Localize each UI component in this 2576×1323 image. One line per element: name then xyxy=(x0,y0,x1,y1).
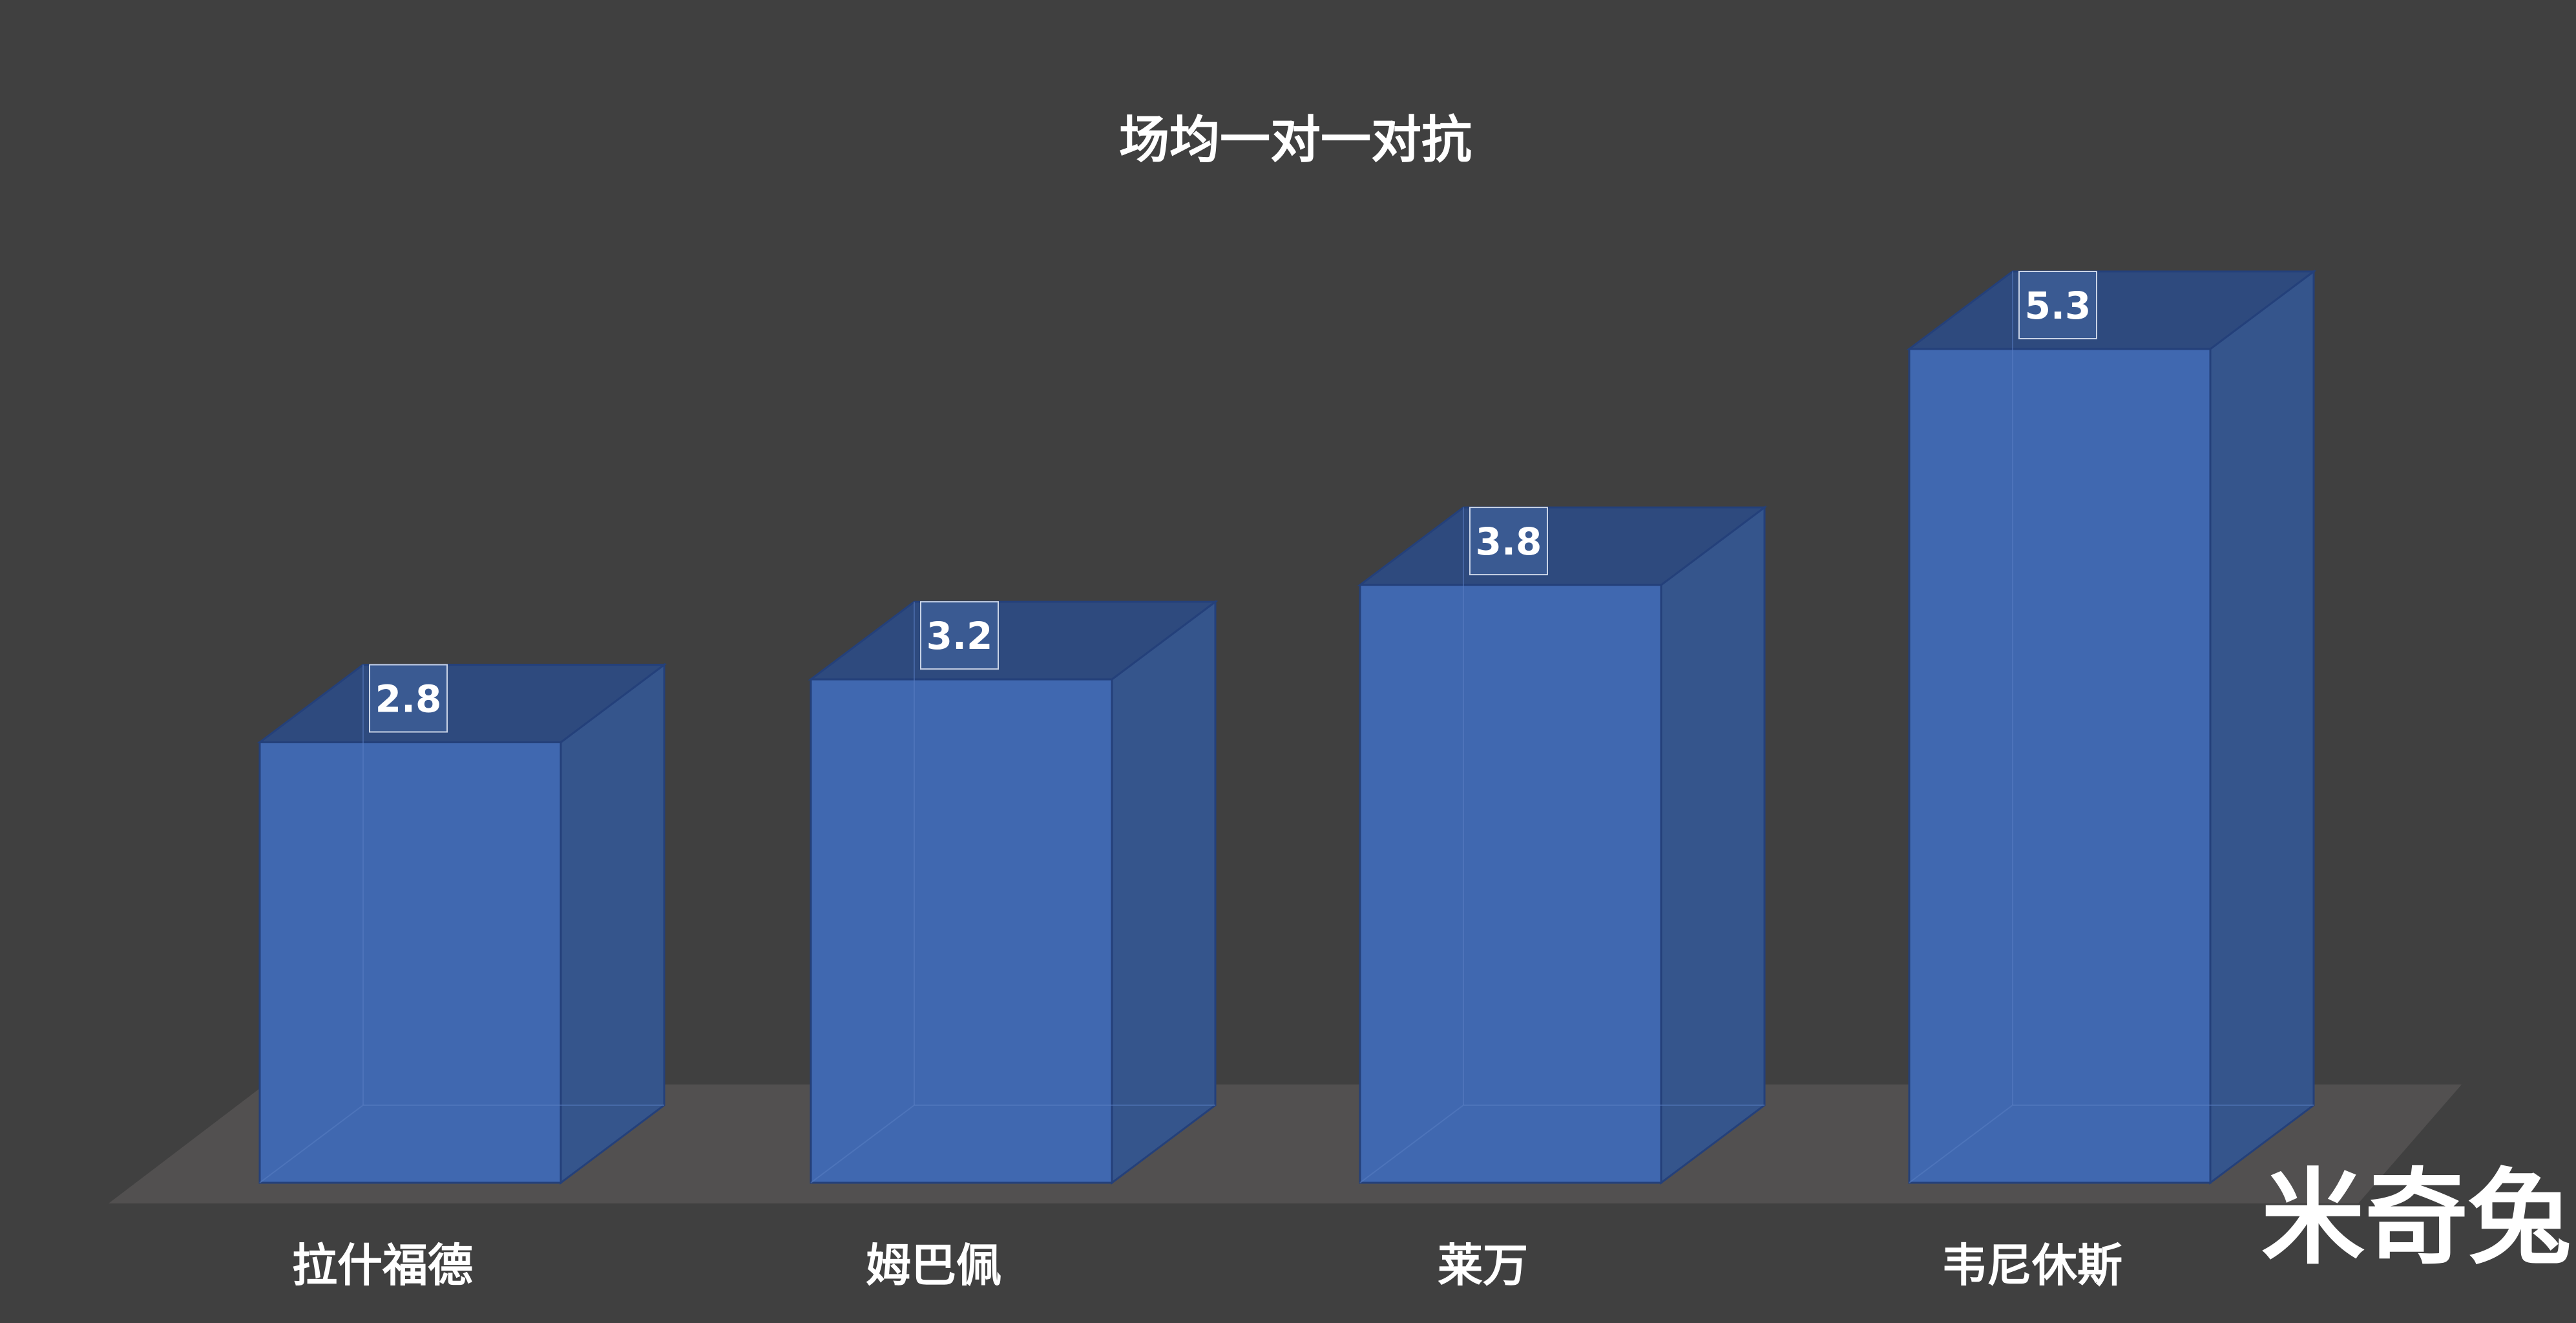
bar-front-face xyxy=(258,741,562,1184)
value-label-text: 2.8 xyxy=(375,677,442,721)
value-labels: 2.8 3.2 3.8 5.3 xyxy=(369,271,2097,733)
value-label: 5.3 xyxy=(2018,271,2097,339)
bar xyxy=(257,662,667,1185)
value-label-box xyxy=(1469,507,1548,576)
bar xyxy=(1906,270,2317,1185)
category-label: 韦尼休斯 xyxy=(1942,1239,2122,1292)
bar-side-face xyxy=(1660,505,1766,1185)
bar-front-face xyxy=(1359,584,1662,1184)
value-label-box xyxy=(369,664,448,733)
watermark: 米奇兔 xyxy=(2261,1158,2571,1278)
value-label: 3.8 xyxy=(1469,507,1548,576)
bar-front-face xyxy=(1908,348,2212,1184)
value-label: 3.2 xyxy=(920,601,999,670)
category-label: 拉什福德 xyxy=(292,1239,473,1292)
category-label: 莱万 xyxy=(1438,1239,1528,1292)
chart-floor xyxy=(109,1085,2462,1203)
category-labels: 拉什福德 姆巴佩 莱万 韦尼休斯 xyxy=(292,1239,2122,1292)
value-label: 2.8 xyxy=(369,664,448,733)
value-label-box xyxy=(2018,271,2097,339)
bar-front-face xyxy=(810,678,1113,1184)
bar-side-face xyxy=(2209,270,2315,1185)
bar xyxy=(1357,505,1768,1185)
chart-title: 场均一对一对抗 xyxy=(1119,111,1472,169)
value-label-box xyxy=(920,601,999,670)
bar-side-face xyxy=(1111,600,1217,1185)
category-label: 姆巴佩 xyxy=(866,1239,1001,1292)
value-label-text: 3.2 xyxy=(927,614,993,658)
bar xyxy=(808,600,1219,1185)
bars-group xyxy=(257,270,2317,1185)
value-label-text: 3.8 xyxy=(1476,520,1542,564)
value-label-text: 5.3 xyxy=(2025,284,2091,328)
